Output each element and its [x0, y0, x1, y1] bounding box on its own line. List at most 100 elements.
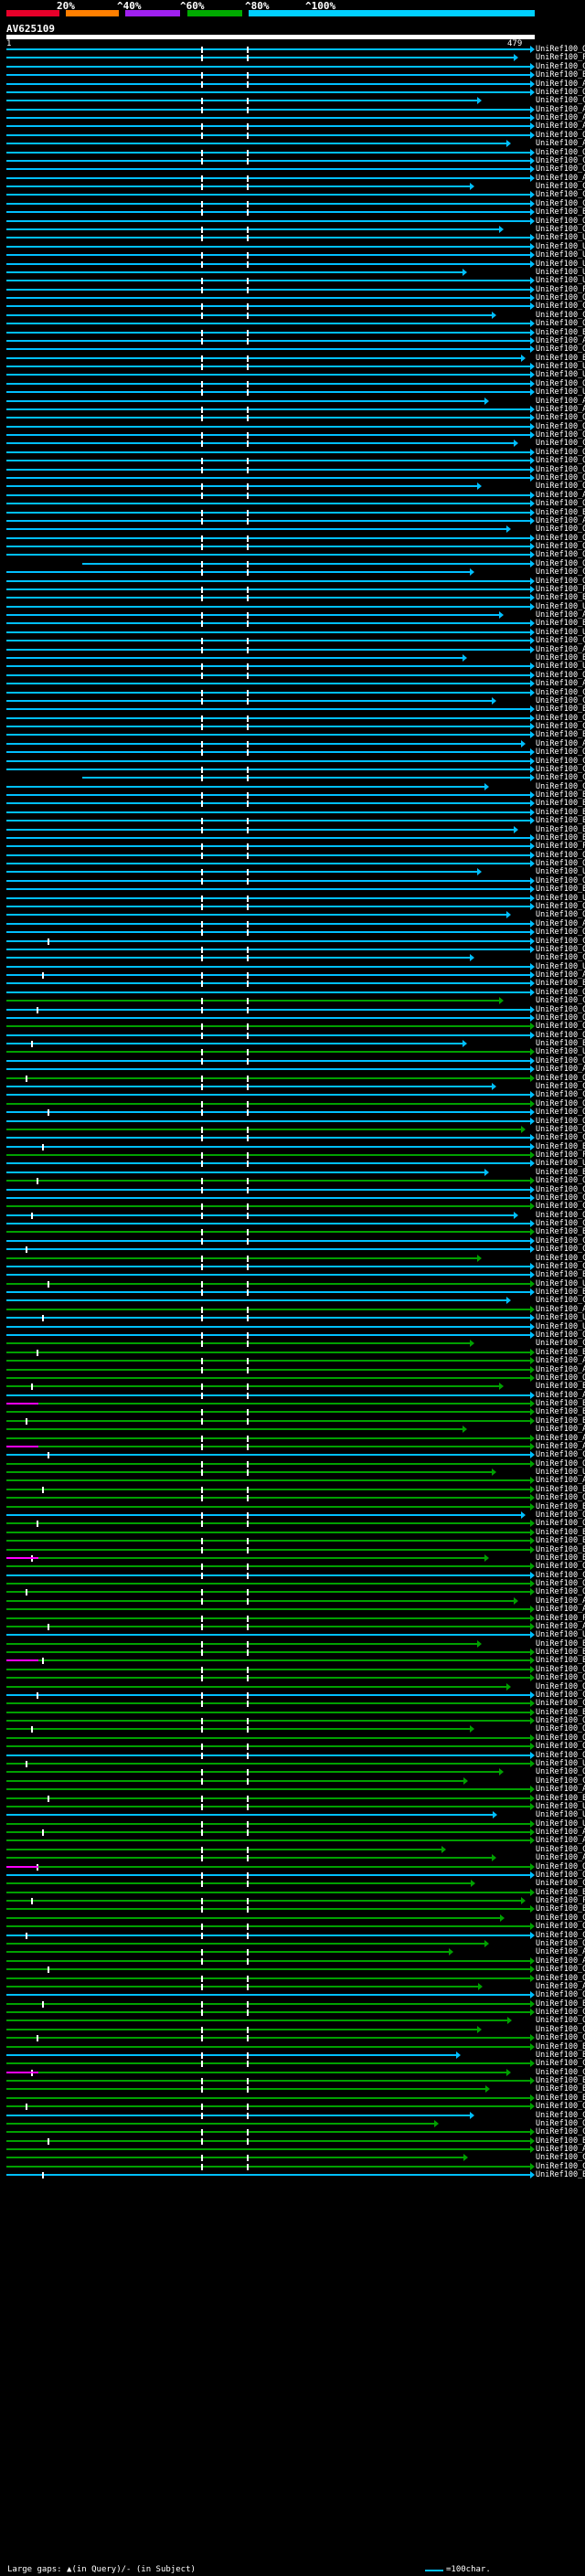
hit-label[interactable]: UniRef100_UPI000...	[536, 1047, 585, 1057]
hit-label[interactable]: UniRef100_C6T1D3	[536, 636, 585, 646]
hit-label[interactable]: UniRef100_Q2FBK6	[536, 1030, 585, 1040]
hit-label[interactable]: UniRef100_Q18640	[536, 859, 585, 869]
hit-row[interactable]: UniRef100_C7Q3I1	[0, 782, 585, 791]
hit-label[interactable]: UniRef100_C4E246	[536, 182, 585, 192]
hit-label[interactable]: UniRef100_P49026	[536, 842, 585, 852]
hit-label[interactable]: UniRef100_UPI000...	[536, 259, 585, 269]
hit-label[interactable]: UniRef100_A8Y2J7	[536, 644, 585, 654]
hit-label[interactable]: UniRef100_Q6EEB0	[536, 576, 585, 586]
hit-label[interactable]: UniRef100_Q00S27	[536, 87, 585, 97]
hit-row[interactable]: UniRef100_Q9U4J5	[0, 671, 585, 680]
hit-label[interactable]: UniRef100_Q8TST3	[536, 1562, 585, 1572]
hit-row[interactable]: UniRef100_B9A2B4	[0, 1288, 585, 1297]
hit-label[interactable]: UniRef100_Q21164	[536, 130, 585, 140]
hit-label[interactable]: UniRef100_UPI000...	[536, 276, 585, 286]
hit-row[interactable]: UniRef100_Q2L215	[0, 1519, 585, 1528]
hit-label[interactable]: UniRef100_B9TUS7	[536, 1407, 585, 1417]
hit-label[interactable]: UniRef100_B4K3F2	[536, 1638, 585, 1648]
hit-label[interactable]: UniRef100_UPI000...	[536, 961, 585, 971]
hit-label[interactable]: UniRef100_A6L012	[536, 1065, 585, 1075]
hit-row[interactable]: UniRef100_Q5I546	[0, 1871, 585, 1880]
hit-label[interactable]: UniRef100_Q9LV28	[536, 413, 585, 423]
hit-row[interactable]: UniRef100_A3FQ74	[0, 1828, 585, 1837]
hit-row[interactable]: UniRef100_Q2GUD1	[0, 910, 585, 920]
hit-label[interactable]: UniRef100_Q1XGE0	[536, 319, 585, 329]
hit-row[interactable]: UniRef100_C5DD07	[0, 2111, 585, 2120]
hit-label[interactable]: UniRef100_Q5LJB0	[536, 1510, 585, 1520]
hit-row[interactable]: UniRef100_B4KQ59	[0, 816, 585, 825]
hit-row[interactable]: UniRef100_A4QY51	[0, 919, 585, 928]
hit-label[interactable]: UniRef100_Q4P632	[536, 1458, 585, 1468]
hit-label[interactable]: UniRef100_B8NTQ5	[536, 1415, 585, 1426]
hit-row[interactable]: UniRef100_C1C3P3	[0, 302, 585, 311]
hit-label[interactable]: UniRef100_Q0IJ69	[536, 747, 585, 758]
hit-row[interactable]: UniRef100_B4K3F2	[0, 1638, 585, 1648]
hit-label[interactable]: UniRef100_C3Z8E2	[536, 1253, 585, 1263]
hit-row[interactable]: UniRef100_C4QP68	[0, 1571, 585, 1580]
hit-row[interactable]: UniRef100_Q4DTN2	[0, 1939, 585, 1948]
hit-row[interactable]: UniRef100_B5DPJ3	[0, 207, 585, 217]
hit-row[interactable]: UniRef100_B0UTA0	[0, 1485, 585, 1494]
hit-row[interactable]: UniRef100_B0MBK5	[0, 1227, 585, 1236]
hit-label[interactable]: UniRef100_Q6BT61	[536, 928, 585, 938]
hit-row[interactable]: UniRef100_Q9GR62	[0, 1751, 585, 1760]
hit-row[interactable]: UniRef100_P25387	[0, 53, 585, 63]
hit-label[interactable]: UniRef100_B9I269	[536, 353, 585, 363]
hit-row[interactable]: UniRef100_B4DVQ2	[0, 619, 585, 628]
hit-label[interactable]: UniRef100_C5MFL3	[536, 1913, 585, 1923]
hit-row[interactable]: UniRef100_Q5LJB0	[0, 1511, 585, 1520]
hit-label[interactable]: UniRef100_Q2V991	[536, 421, 585, 431]
hit-row[interactable]: UniRef100_UPI000...	[0, 1759, 585, 1768]
hit-label[interactable]: UniRef100_UPI000...	[536, 250, 585, 260]
hit-label[interactable]: UniRef100_Q7UE55	[536, 850, 585, 860]
hit-label[interactable]: UniRef100_Q6YYU3	[536, 902, 585, 911]
hit-label[interactable]: UniRef100_Q9C4Z6	[536, 473, 585, 482]
hit-label[interactable]: UniRef100_C5L3C7	[536, 1690, 585, 1700]
hit-row[interactable]: UniRef100_B7XT50	[0, 1348, 585, 1357]
hit-row[interactable]: UniRef100_A9Q085	[0, 1605, 585, 1614]
hit-row[interactable]: UniRef100_C7YTT9	[0, 765, 585, 774]
hit-label[interactable]: UniRef100_B7ZP50	[536, 1527, 585, 1537]
hit-label[interactable]: UniRef100_C5FCX6	[536, 936, 585, 946]
hit-label[interactable]: UniRef100_UPI000...	[536, 601, 585, 611]
hit-row[interactable]: UniRef100_P49026	[0, 842, 585, 852]
hit-label[interactable]: UniRef100_P69103	[536, 1896, 585, 1906]
hit-row[interactable]: UniRef100_C3H7X9	[0, 199, 585, 208]
hit-label[interactable]: UniRef100_B0RB27	[536, 1399, 585, 1409]
hit-row[interactable]: UniRef100_Q9C4Z6	[0, 473, 585, 482]
hit-row[interactable]: UniRef100_B9SUB8	[0, 705, 585, 714]
hit-label[interactable]: UniRef100_C3U836	[536, 687, 585, 697]
hit-row[interactable]: UniRef100_Q9SPQ5	[0, 1330, 585, 1340]
hit-row[interactable]: UniRef100_UPI000...	[0, 387, 585, 397]
hit-row[interactable]: UniRef100_C3Y4S6	[0, 722, 585, 732]
hit-row[interactable]: UniRef100_Q2T5M4	[0, 1099, 585, 1108]
hit-label[interactable]: UniRef100_C4JR56	[536, 1450, 585, 1460]
hit-label[interactable]: UniRef100_C1I126	[536, 1133, 585, 1143]
hit-row[interactable]: UniRef100_A5E792	[0, 1982, 585, 1991]
hit-row[interactable]: UniRef100_Q9W7I1	[0, 293, 585, 302]
hit-row[interactable]: UniRef100_Q8L225	[0, 1074, 585, 1083]
hit-label[interactable]: UniRef100_Q5UD54	[536, 1724, 585, 1734]
hit-row[interactable]: UniRef100_UPI000...	[0, 1468, 585, 1477]
hit-label[interactable]: UniRef100_C3Y4S6	[536, 722, 585, 732]
hit-row[interactable]: UniRef100_C5L3C7	[0, 1691, 585, 1700]
hit-label[interactable]: UniRef100_B4MK55	[536, 1544, 585, 1554]
hit-row[interactable]: UniRef100_C1M819	[0, 1082, 585, 1091]
hit-row[interactable]: UniRef100_UPI000...	[0, 276, 585, 286]
hit-label[interactable]: UniRef100_Q07217	[536, 464, 585, 474]
hit-row[interactable]: UniRef100_Q9RKH1	[0, 988, 585, 997]
hit-label[interactable]: UniRef100_C9X8Q0	[536, 1193, 585, 1203]
hit-label[interactable]: UniRef100_A5DWQ8	[536, 1853, 585, 1863]
hit-row[interactable]: UniRef100_B4LSP9	[0, 808, 585, 817]
hit-label[interactable]: UniRef100_A9P1N7	[536, 490, 585, 500]
hit-label[interactable]: UniRef100_C4YB79	[536, 1844, 585, 1854]
hit-row[interactable]: UniRef100_B3L122	[0, 1708, 585, 1717]
hit-label[interactable]: UniRef100_Q2GUD1	[536, 910, 585, 920]
hit-row[interactable]: UniRef100_UPI000...	[0, 268, 585, 277]
hit-row[interactable]: UniRef100_A7LH77	[0, 1596, 585, 1606]
hit-row[interactable]: UniRef100_C4QXC0	[0, 2127, 585, 2136]
hit-label[interactable]: UniRef100_Q24076	[536, 525, 585, 535]
hit-label[interactable]: UniRef100_P25387	[536, 53, 585, 63]
hit-label[interactable]: UniRef100_UPI000...	[536, 1801, 585, 1811]
hit-row[interactable]: UniRef100_Q5U4Y2	[0, 1493, 585, 1502]
